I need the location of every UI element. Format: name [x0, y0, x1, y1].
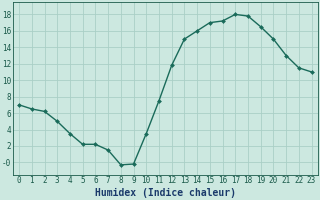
X-axis label: Humidex (Indice chaleur): Humidex (Indice chaleur) [95, 188, 236, 198]
